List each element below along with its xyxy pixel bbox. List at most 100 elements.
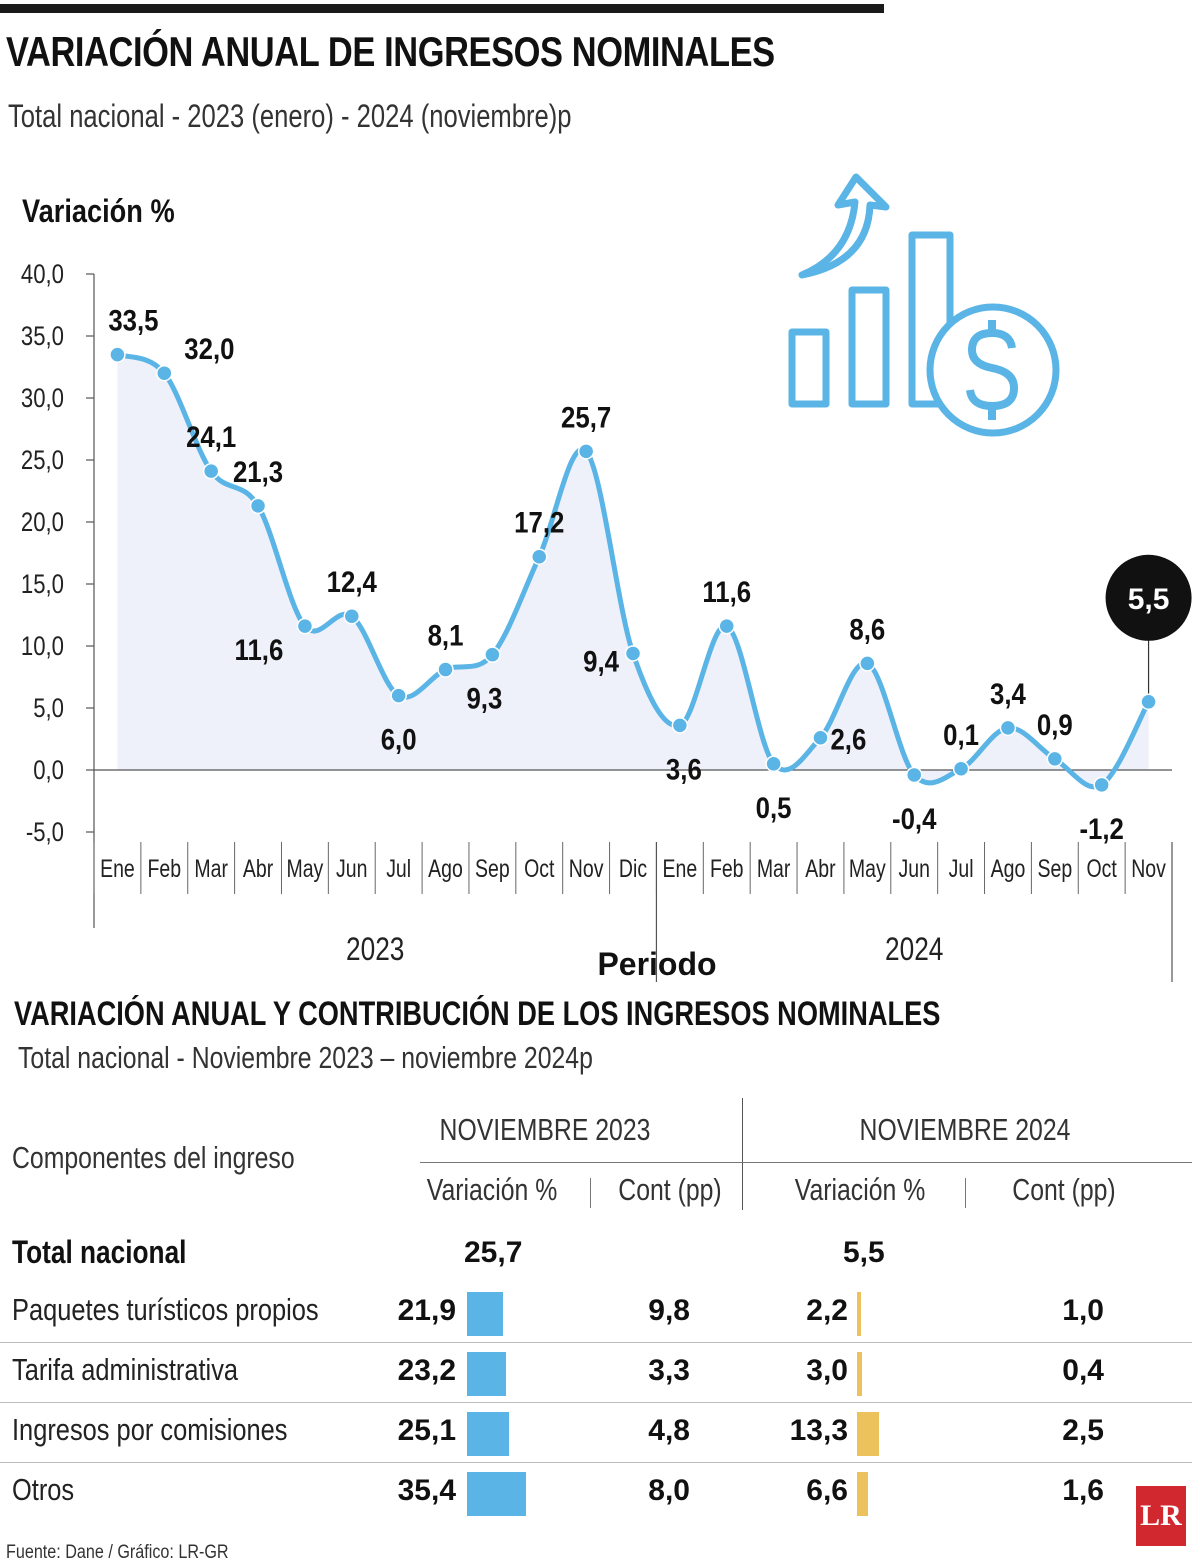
x-tick-label: Jun bbox=[899, 855, 930, 883]
data-label: 21,3 bbox=[233, 455, 283, 488]
total-label: Total nacional bbox=[12, 1234, 187, 1270]
row-label: Ingresos por comisiones bbox=[12, 1412, 288, 1447]
x-tick-label: Mar bbox=[194, 855, 228, 883]
y-axis: 40,0 35,0 30,0 25,0 20,0 15,0 10,0 5,0 0,0 -5,0 bbox=[21, 260, 95, 928]
data-point bbox=[718, 617, 735, 635]
row-label: Tarifa administrativa bbox=[12, 1352, 239, 1387]
contribution-header-2023: Cont (pp) bbox=[618, 1172, 722, 1207]
chart-title: VARIACIÓN ANUAL DE INGRESOS NOMINALES bbox=[6, 28, 775, 75]
data-label: 9,4 bbox=[583, 645, 619, 678]
bar-2023 bbox=[467, 1412, 509, 1456]
x-tick-label: Jun bbox=[336, 855, 367, 883]
var-2023: 35,4 bbox=[397, 1474, 456, 1507]
data-label: 33,5 bbox=[108, 304, 158, 337]
data-label: 3,4 bbox=[990, 677, 1026, 710]
y-tick-label: 40,0 bbox=[21, 260, 64, 290]
data-point bbox=[765, 755, 782, 773]
x-tick-label: Ago bbox=[991, 855, 1026, 883]
x-tick-label: Mar bbox=[757, 855, 791, 883]
bar-2023 bbox=[467, 1472, 526, 1516]
x-axis: Ene Feb Mar Abr May Jun Jul Ago Sep Oct Nov Dic Ene F… bbox=[93, 842, 1173, 982]
total-var-2023: 25,7 bbox=[464, 1236, 523, 1269]
data-point bbox=[577, 443, 595, 460]
data-label: 0,1 bbox=[943, 718, 979, 751]
data-point bbox=[484, 646, 501, 663]
top-rule bbox=[0, 4, 884, 13]
data-label: 11,6 bbox=[702, 575, 751, 608]
period-divider bbox=[742, 1098, 743, 1210]
bar-2023 bbox=[467, 1352, 506, 1396]
x-tick-label: May bbox=[849, 855, 887, 883]
col-divider-2024 bbox=[965, 1178, 966, 1208]
data-label: 12,4 bbox=[327, 565, 378, 598]
cont-2024: 0,4 bbox=[1062, 1354, 1104, 1387]
data-label: 2,6 bbox=[830, 723, 866, 756]
col-divider-2023 bbox=[590, 1178, 591, 1208]
bar-2024 bbox=[857, 1352, 862, 1396]
data-point bbox=[202, 462, 220, 480]
y-tick-label: 15,0 bbox=[21, 570, 64, 600]
data-point bbox=[1046, 750, 1064, 768]
data-point bbox=[812, 729, 829, 747]
var-2023: 25,1 bbox=[397, 1414, 456, 1447]
y-tick-label: 25,0 bbox=[21, 446, 64, 476]
y-tick-label: 20,0 bbox=[21, 508, 64, 538]
callout-label: 5,5 bbox=[1128, 583, 1170, 616]
var-2024: 13,3 bbox=[789, 1414, 848, 1447]
data-label: 8,6 bbox=[849, 613, 885, 646]
var-2023: 23,2 bbox=[397, 1354, 456, 1387]
row-label: Paquetes turísticos propios bbox=[12, 1292, 319, 1327]
data-point bbox=[671, 717, 689, 734]
row-rule bbox=[0, 1342, 1192, 1343]
x-tick-label: Sep bbox=[1037, 855, 1072, 883]
data-point bbox=[999, 719, 1017, 737]
row-rule bbox=[0, 1402, 1192, 1403]
x-tick-label: Oct bbox=[524, 855, 555, 883]
data-label: 8,1 bbox=[428, 619, 464, 652]
y-tick-label: 0,0 bbox=[33, 756, 64, 786]
data-label: 11,6 bbox=[235, 633, 284, 666]
components-header: Componentes del ingreso bbox=[12, 1140, 295, 1175]
chart-subtitle: Total nacional - 2023 (enero) - 2024 (no… bbox=[8, 98, 572, 134]
data-point bbox=[296, 617, 314, 635]
bar-2024 bbox=[857, 1412, 880, 1456]
callout-bubble bbox=[1105, 554, 1192, 641]
cont-2023: 8,0 bbox=[648, 1474, 690, 1507]
cont-2023: 9,8 bbox=[648, 1294, 690, 1327]
data-point bbox=[1140, 693, 1157, 711]
line-chart: Variación % Periodo 40,035,030,025,020,0… bbox=[21, 173, 1192, 982]
y-tick-label: 10,0 bbox=[21, 632, 64, 662]
data-label: 24,1 bbox=[186, 420, 236, 453]
cont-2024: 2,5 bbox=[1062, 1414, 1104, 1447]
lr-logo: LR bbox=[1136, 1486, 1186, 1546]
variation-header-2023: Variación % bbox=[426, 1172, 558, 1207]
var-2024: 3,0 bbox=[806, 1354, 848, 1387]
x-tick-label: Oct bbox=[1087, 855, 1118, 883]
cont-2023: 4,8 bbox=[648, 1414, 690, 1447]
var-2024: 2,2 bbox=[806, 1294, 848, 1327]
data-point bbox=[905, 766, 923, 784]
period-2023-header: NOVIEMBRE 2023 bbox=[439, 1112, 651, 1147]
contribution-header-2024: Cont (pp) bbox=[1012, 1172, 1116, 1207]
header-rule bbox=[420, 1162, 1192, 1163]
data-point bbox=[859, 655, 876, 672]
period-2024-header: NOVIEMBRE 2024 bbox=[859, 1112, 1071, 1147]
row-rule bbox=[0, 1462, 1192, 1463]
variation-header-2024: Variación % bbox=[794, 1172, 926, 1207]
cont-2023: 3,3 bbox=[648, 1354, 690, 1387]
data-point bbox=[531, 548, 548, 565]
y-tick-label: 30,0 bbox=[21, 384, 64, 414]
year-label: 2024 bbox=[885, 933, 943, 968]
data-label: 32,0 bbox=[184, 332, 234, 365]
bar-2024 bbox=[857, 1472, 868, 1516]
cont-2024: 1,6 bbox=[1062, 1474, 1104, 1507]
y-tick-label: 35,0 bbox=[21, 322, 64, 352]
source-footer: Fuente: Dane / Gráfico: LR-GR bbox=[6, 1542, 229, 1563]
data-label: 25,7 bbox=[561, 401, 611, 434]
x-tick-label: Feb bbox=[148, 855, 182, 883]
x-tick-label: Ago bbox=[428, 855, 463, 883]
x-tick-label: Sep bbox=[475, 855, 510, 883]
data-point bbox=[249, 497, 267, 515]
x-tick-label: Ene bbox=[663, 855, 698, 883]
data-point bbox=[156, 364, 173, 382]
